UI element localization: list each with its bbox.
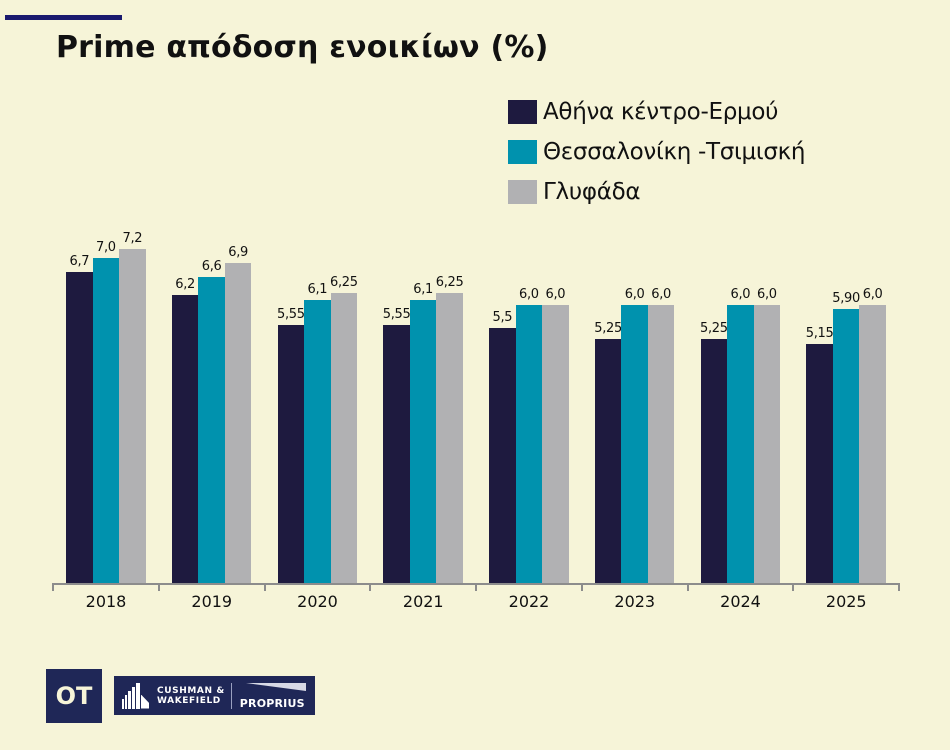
proprius-wedge-icon	[245, 682, 306, 691]
cushman-wakefield-proprius-logo: CUSHMAN & WAKEFIELD PROPRIUS	[114, 676, 315, 715]
x-axis-label: 2020	[297, 592, 338, 611]
data-label: 6,0	[624, 286, 645, 302]
ot-logo-text: OT	[55, 682, 93, 710]
data-label: 5,15	[805, 326, 834, 342]
x-axis-label: 2018	[85, 592, 127, 611]
legend-swatch-athens	[508, 100, 537, 124]
data-label: 6,25	[435, 275, 464, 290]
data-label: 6,0	[756, 286, 777, 302]
bar-2025-series-1	[832, 309, 860, 583]
data-label: 6,7	[69, 254, 90, 270]
data-label: 5,55	[277, 307, 305, 323]
bar-2022-series-1	[515, 304, 543, 583]
bar-2024-series-0	[700, 339, 728, 583]
bar-2021-series-1	[409, 299, 437, 583]
bar-2019-series-2	[224, 262, 252, 583]
bar-2020-series-1	[304, 299, 331, 583]
data-label: 6,0	[730, 286, 751, 302]
x-axis-tick	[580, 583, 583, 591]
data-label: 6,0	[862, 286, 883, 302]
legend-item-athens: Αθήνα κέντρο-Ερμού	[508, 92, 805, 132]
bar-2018-series-1	[92, 258, 120, 583]
bar-2019-series-0	[171, 295, 199, 583]
chart-legend: Αθήνα κέντρο-Ερμού Θεσσαλονίκη -Τσιμισκή…	[508, 92, 805, 212]
data-label: 6,0	[545, 286, 566, 302]
chart-title: Prime απόδοση ενοικίων (%)	[56, 30, 549, 65]
ot-logo: OT	[46, 669, 102, 723]
bar-2019-series-1	[198, 276, 225, 583]
data-label: 6,6	[201, 258, 222, 274]
data-label: 6,1	[307, 281, 328, 297]
bar-2023-series-1	[621, 304, 648, 583]
data-label: 5,25	[594, 321, 622, 337]
data-label: 7,0	[95, 240, 116, 256]
x-axis-tick	[792, 583, 795, 591]
cushman-wakefield-wordmark: CUSHMAN & WAKEFIELD	[157, 685, 225, 706]
title-accent-line	[5, 15, 122, 20]
x-axis-label: 2019	[191, 592, 233, 611]
cushman-wakefield-building-icon	[122, 682, 150, 709]
x-axis-label: 2025	[825, 592, 867, 611]
x-axis-tick	[369, 583, 372, 591]
legend-label: Θεσσαλονίκη -Τσιμισκή	[543, 139, 806, 165]
legend-swatch-thessaloniki	[508, 140, 537, 164]
bar-2020-series-2	[330, 293, 358, 583]
legend-item-thessaloniki: Θεσσαλονίκη -Τσιμισκή	[508, 132, 805, 172]
bar-2021-series-0	[383, 325, 410, 583]
bar-2022-series-2	[542, 304, 569, 583]
data-label: 6,25	[330, 275, 358, 290]
x-axis-tick	[475, 583, 477, 591]
legend-label: Αθήνα κέντρο-Ερμού	[543, 99, 779, 125]
bar-2020-series-0	[277, 325, 305, 583]
data-label: 5,55	[382, 307, 411, 323]
data-label: 7,2	[122, 230, 143, 246]
x-axis-tick	[686, 583, 689, 591]
x-axis-label: 2022	[508, 592, 550, 611]
legend-swatch-glyfada	[508, 180, 537, 204]
legend-label: Γλυφάδα	[543, 179, 641, 205]
bar-2024-series-1	[727, 304, 754, 583]
bar-2021-series-2	[436, 293, 463, 583]
proprius-wordmark: PROPRIUS	[239, 696, 305, 710]
x-axis-label: 2021	[402, 592, 444, 611]
legend-item-glyfada: Γλυφάδα	[508, 172, 805, 212]
data-label: 6,0	[518, 286, 539, 302]
x-axis-tick	[263, 583, 266, 591]
proprius-logo: PROPRIUS	[238, 681, 308, 711]
x-axis-label: 2023	[614, 592, 656, 611]
bar-2018-series-0	[66, 272, 93, 583]
x-axis-tick	[157, 583, 160, 591]
bar-2023-series-2	[647, 304, 675, 583]
x-axis-tick	[898, 583, 900, 591]
x-axis-tick	[52, 583, 54, 591]
data-label: 5,90	[832, 291, 860, 307]
bar-2024-series-2	[753, 304, 781, 583]
bar-2023-series-0	[594, 339, 622, 583]
data-label: 6,2	[175, 277, 196, 293]
bar-2025-series-0	[806, 344, 833, 583]
data-label: 6,1	[413, 281, 434, 297]
bar-2025-series-2	[859, 304, 886, 583]
data-label: 6,0	[651, 286, 672, 302]
x-axis-label: 2024	[720, 592, 761, 611]
data-label: 5,25	[700, 321, 728, 337]
bar-2022-series-0	[489, 327, 516, 583]
bar-2018-series-2	[119, 248, 146, 583]
logo-divider	[230, 682, 232, 709]
data-label: 5,5	[492, 309, 513, 325]
data-label: 6,9	[228, 244, 249, 260]
